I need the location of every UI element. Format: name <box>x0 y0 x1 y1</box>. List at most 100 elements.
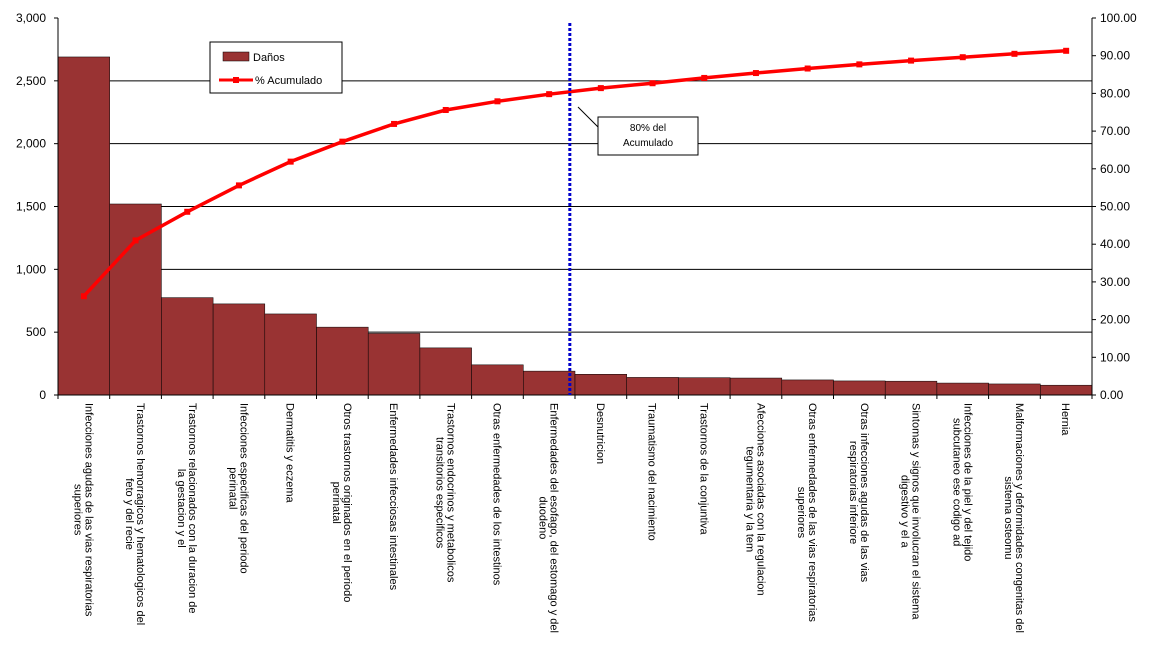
x-tick-label-line: Enfermedades del esofago, del estomago y… <box>548 403 560 633</box>
x-tick-label-line: superiores <box>795 487 807 539</box>
x-tick-label-line: Hernia <box>1059 403 1071 436</box>
bar <box>884 380 938 396</box>
cumulative-point <box>494 98 501 105</box>
cumulative-point <box>184 208 191 215</box>
y-right-tick-label: 50.00 <box>1100 200 1130 214</box>
bar <box>316 326 369 396</box>
bar <box>419 347 472 396</box>
cumulative-point <box>752 70 759 77</box>
y-left-tick-label: 1,500 <box>16 200 46 214</box>
x-tick-label-line: tegumentaria y la tem <box>743 446 755 552</box>
x-tick-label-line: Desnutricion <box>594 403 606 464</box>
annotation: 80% del Acumulado <box>577 106 699 156</box>
x-tick-label-line: perinatal <box>226 467 238 509</box>
axes: 0 500 1,000 1,500 2,000 2,500 3,000 0.00 10.00 20… <box>16 11 1137 633</box>
x-tick-label-line: Otras enfermedades de las vias respirato… <box>806 403 818 622</box>
bar <box>161 297 214 396</box>
x-tick-label-line: feto y del recie <box>123 478 135 550</box>
annotation-box <box>597 116 699 156</box>
y-right-tick-label: 10.00 <box>1100 350 1130 364</box>
legend-label-bars: Daños <box>253 52 285 64</box>
cumulative-point <box>1011 50 1018 57</box>
bar <box>1040 384 1093 396</box>
bar <box>626 377 679 396</box>
x-tick-label-line: Malformaciones y deformidades congenitas… <box>1013 403 1025 633</box>
x-tick-label-line: Otros trastornos originados en el period… <box>341 403 353 602</box>
y-right-tick-label: 60.00 <box>1100 162 1130 176</box>
cumulative-point <box>339 138 346 145</box>
x-tick-label-line: Otras enfermedades de los intestinos <box>490 403 502 586</box>
x-tick-label: Hernia <box>1059 403 1071 436</box>
x-tick-label: Trastornos endocrinos y metabolicostrans… <box>433 403 456 583</box>
bar <box>936 382 989 396</box>
annotation-line-2: Acumulado <box>623 138 673 149</box>
cumulative-point <box>1063 47 1070 54</box>
cumulative-point <box>442 106 449 113</box>
bar <box>367 333 421 396</box>
x-tick-label-line: Trastornos de la conjuntiva <box>697 403 709 536</box>
x-tick-label-line: transitorios especificos <box>433 437 445 549</box>
x-tick-label-line: Dermatitis y eczema <box>284 403 296 504</box>
legend: Daños % Acumulado <box>209 41 343 94</box>
x-tick-label: Dermatitis y eczema <box>284 403 296 504</box>
x-tick-label-line: Infecciones especificas del periodo <box>237 403 249 574</box>
cumulative-point <box>597 85 604 92</box>
y-left-tick-label: 1,000 <box>16 262 46 276</box>
x-tick-label-line: Afecciones asociadas con la regulacion <box>754 403 766 596</box>
x-tick-label: Trastornos de la conjuntiva <box>697 403 709 536</box>
bar <box>781 379 834 396</box>
y-left-tick-label: 3,000 <box>16 11 46 25</box>
y-right-tick-label: 70.00 <box>1100 124 1130 138</box>
cumulative-point <box>856 61 863 68</box>
x-tick-label-line: Sintomas y signos que involucran el sist… <box>910 403 922 620</box>
x-tick-label: Otras enfermedades de las vias respirato… <box>795 403 818 622</box>
y-right-tick-label: 40.00 <box>1100 237 1130 251</box>
x-tick-label: Trastornos hemorragicos y hematologicos … <box>123 403 146 625</box>
x-tick-label-line: Trastornos endocrinos y metabolicos <box>444 403 456 583</box>
y-right-tick-label: 100.00 <box>1100 11 1137 25</box>
x-tick-label-line: Infecciones agudas de las vias respirato… <box>82 403 94 617</box>
x-tick-label-line: superiores <box>71 484 83 536</box>
x-tick-label-line: respiratorias inferiore <box>847 441 859 544</box>
x-tick-label-line: Trastornos hemorragicos y hematologicos … <box>134 403 146 625</box>
x-tick-label-line: Traumatismo del nacimiento <box>646 403 658 541</box>
cumulative-point <box>701 74 708 81</box>
y-left-tick-label: 0 <box>39 388 46 402</box>
bars <box>57 56 1093 396</box>
x-tick-label: Desnutricion <box>594 403 606 464</box>
bar <box>57 56 110 396</box>
bar <box>678 377 731 396</box>
x-tick-label: Otros trastornos originados en el period… <box>330 403 353 602</box>
x-tick-label: Malformaciones y deformidades congenitas… <box>1002 403 1025 633</box>
x-tick-label-line: duodeno <box>537 497 549 540</box>
cumulative-point <box>132 237 139 244</box>
bar <box>471 364 524 396</box>
x-tick-label: Enfermedades del esofago, del estomago y… <box>537 403 560 633</box>
cumulative-line-path <box>82 49 1067 298</box>
y-right-tick-label: 80.00 <box>1100 86 1130 100</box>
x-tick-label-line: subcutaneo ese codigo ad <box>950 418 962 546</box>
x-tick-label-line: Otras infecciones agudas de las vias <box>858 403 870 583</box>
x-tick-label: Sintomas y signos que involucran el sist… <box>899 403 922 620</box>
y-left-tick-label: 2,500 <box>16 74 46 88</box>
x-tick-label: Infecciones especificas del periodoperin… <box>226 403 249 574</box>
cumulative-point <box>649 80 656 87</box>
annotation-line-1: 80% del <box>630 123 666 134</box>
y-left-tick-label: 500 <box>26 325 46 339</box>
cumulative-point <box>235 182 242 189</box>
cumulative-point <box>391 120 398 127</box>
bar <box>729 377 783 396</box>
annotation-leader <box>577 106 599 128</box>
x-tick-label-line: Trastornos relacionados con la duracion … <box>186 403 198 614</box>
bar <box>833 380 886 396</box>
cumulative-point <box>804 65 811 72</box>
cumulative-point <box>908 57 915 64</box>
legend-swatch-marker <box>233 77 239 83</box>
cumulative-point <box>287 158 294 165</box>
y-right-tick-label: 0.00 <box>1100 388 1124 402</box>
x-tick-label-line: Enfermedades infecciosas intestinales <box>387 403 399 591</box>
bar <box>988 383 1041 396</box>
x-tick-label-line: digestivo y el a <box>899 475 911 549</box>
